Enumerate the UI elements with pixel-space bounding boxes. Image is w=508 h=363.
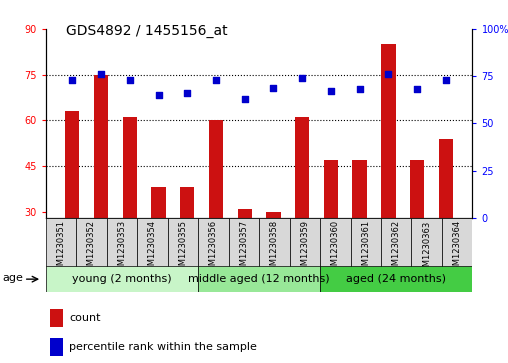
- Point: [356, 86, 364, 92]
- Bar: [381, 44, 396, 218]
- Point: [68, 77, 76, 83]
- Point: [183, 90, 192, 96]
- Bar: [238, 209, 252, 218]
- Text: GSM1230357: GSM1230357: [239, 220, 248, 276]
- FancyBboxPatch shape: [259, 218, 290, 267]
- Text: GSM1230361: GSM1230361: [361, 220, 370, 276]
- Text: middle aged (12 months): middle aged (12 months): [188, 274, 330, 284]
- Bar: [65, 111, 79, 218]
- Bar: [94, 75, 108, 218]
- FancyBboxPatch shape: [320, 266, 472, 292]
- Bar: [151, 187, 166, 218]
- Text: GSM1230363: GSM1230363: [422, 220, 431, 277]
- Bar: [50, 309, 63, 327]
- Bar: [50, 338, 63, 356]
- Point: [385, 72, 393, 77]
- Text: GDS4892 / 1455156_at: GDS4892 / 1455156_at: [66, 24, 228, 38]
- Text: GSM1230355: GSM1230355: [178, 220, 187, 276]
- Bar: [439, 139, 453, 218]
- Point: [413, 86, 421, 92]
- Bar: [353, 160, 367, 218]
- Point: [327, 89, 335, 94]
- Text: young (2 months): young (2 months): [72, 274, 172, 284]
- Text: GSM1230356: GSM1230356: [209, 220, 218, 276]
- Point: [97, 72, 105, 77]
- Point: [442, 77, 450, 83]
- Text: GSM1230360: GSM1230360: [331, 220, 340, 276]
- Bar: [180, 187, 195, 218]
- Text: count: count: [69, 313, 101, 323]
- Bar: [122, 117, 137, 218]
- FancyBboxPatch shape: [46, 218, 76, 267]
- FancyBboxPatch shape: [320, 218, 351, 267]
- FancyBboxPatch shape: [442, 218, 472, 267]
- FancyBboxPatch shape: [351, 218, 381, 267]
- Text: aged (24 months): aged (24 months): [346, 274, 446, 284]
- FancyBboxPatch shape: [381, 218, 411, 267]
- Text: percentile rank within the sample: percentile rank within the sample: [69, 342, 257, 352]
- Point: [269, 85, 277, 90]
- FancyBboxPatch shape: [76, 218, 107, 267]
- Bar: [324, 160, 338, 218]
- Text: GSM1230362: GSM1230362: [392, 220, 401, 276]
- Text: GSM1230364: GSM1230364: [453, 220, 462, 276]
- Point: [212, 77, 220, 83]
- Bar: [410, 160, 424, 218]
- FancyBboxPatch shape: [168, 218, 198, 267]
- FancyBboxPatch shape: [198, 218, 229, 267]
- Bar: [209, 121, 223, 218]
- Bar: [295, 117, 309, 218]
- Text: GSM1230359: GSM1230359: [300, 220, 309, 276]
- FancyBboxPatch shape: [290, 218, 320, 267]
- Text: GSM1230358: GSM1230358: [270, 220, 279, 276]
- Text: GSM1230354: GSM1230354: [148, 220, 157, 276]
- Text: GSM1230352: GSM1230352: [87, 220, 96, 276]
- FancyBboxPatch shape: [46, 266, 198, 292]
- Point: [241, 96, 249, 102]
- Text: GSM1230353: GSM1230353: [117, 220, 126, 276]
- Bar: [266, 212, 280, 218]
- FancyBboxPatch shape: [198, 266, 320, 292]
- FancyBboxPatch shape: [137, 218, 168, 267]
- Text: age: age: [2, 273, 23, 283]
- Point: [154, 92, 163, 98]
- FancyBboxPatch shape: [411, 218, 442, 267]
- FancyBboxPatch shape: [107, 218, 137, 267]
- Point: [298, 75, 306, 81]
- Point: [125, 77, 134, 83]
- Text: GSM1230351: GSM1230351: [56, 220, 66, 276]
- FancyBboxPatch shape: [229, 218, 259, 267]
